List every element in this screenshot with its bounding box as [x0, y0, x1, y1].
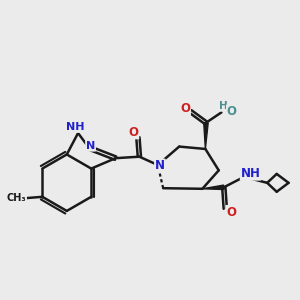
Text: CH₃: CH₃ [7, 193, 26, 203]
Text: O: O [180, 102, 190, 115]
Polygon shape [202, 185, 224, 190]
Text: N: N [86, 141, 95, 151]
Text: O: O [226, 206, 236, 219]
Text: H: H [218, 101, 227, 111]
Text: N: N [155, 159, 165, 172]
Text: NH: NH [66, 122, 84, 132]
Text: O: O [128, 125, 138, 139]
Text: NH: NH [241, 167, 260, 180]
Text: O: O [227, 105, 237, 118]
Polygon shape [204, 123, 208, 149]
